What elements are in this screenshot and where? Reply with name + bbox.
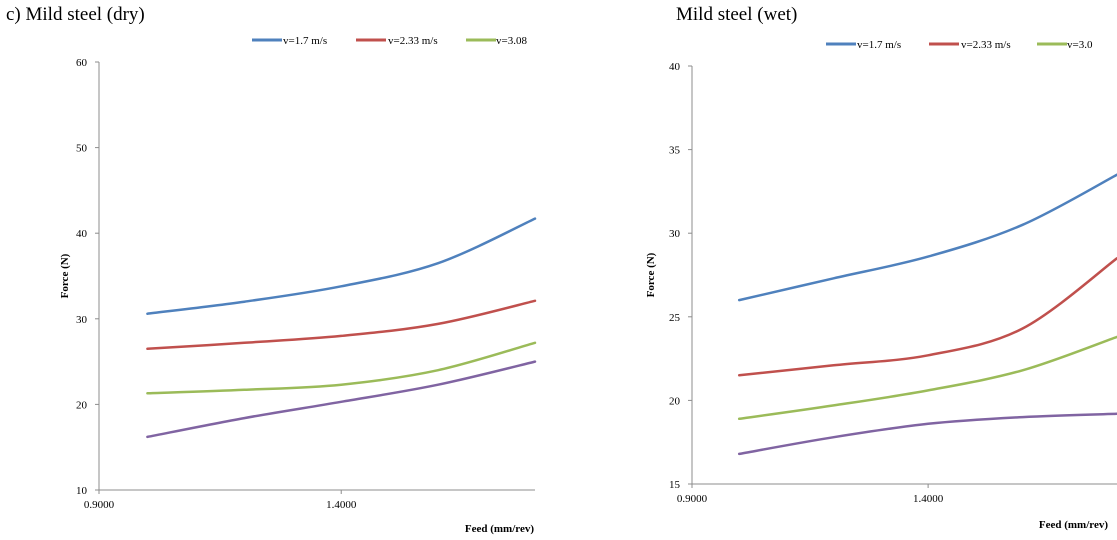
series-line-1 — [737, 173, 1117, 302]
legend-label: v=3.08 — [496, 35, 527, 47]
legend-label: v=1.7 m/s — [857, 39, 901, 51]
x-tick-label: 1.4000 — [913, 493, 944, 505]
x-tick-label: 0.9000 — [677, 493, 708, 505]
y-axis-title: Force (N) — [645, 252, 657, 297]
legend-label: v=1.7 m/s — [283, 35, 327, 47]
y-tick-label: 40 — [669, 61, 681, 73]
y-tick-label: 20 — [669, 395, 681, 407]
series-line-2 — [737, 257, 1117, 377]
series-line-4 — [737, 412, 1117, 456]
y-axis-title: Force (N) — [59, 253, 71, 298]
legend-label: v=2.33 m/s — [961, 39, 1011, 51]
series-line-3 — [146, 341, 537, 395]
series-line-2 — [146, 299, 537, 351]
series-line-4 — [146, 360, 537, 439]
y-tick-label: 35 — [669, 145, 681, 157]
series-line-1 — [146, 217, 537, 315]
y-tick-label: 30 — [76, 314, 88, 326]
y-tick-label: 50 — [76, 143, 88, 155]
x-tick-label: 0.9000 — [84, 499, 115, 511]
x-axis-title: Feed (mm/rev) — [465, 523, 534, 535]
y-tick-label: 10 — [76, 485, 88, 497]
x-tick-label: 1.4000 — [326, 499, 357, 511]
y-tick-label: 20 — [76, 399, 88, 411]
legend-label: v=3.0 — [1067, 39, 1093, 51]
x-axis-title: Feed (mm/rev) — [1039, 519, 1108, 531]
legend-label: v=2.33 m/s — [388, 35, 438, 47]
panel-label-dry: c) Mild steel (dry) — [6, 4, 145, 25]
series-line-3 — [737, 335, 1117, 421]
y-tick-label: 25 — [669, 312, 681, 324]
y-tick-label: 15 — [669, 479, 681, 491]
panel-label-wet: Mild steel (wet) — [676, 4, 798, 25]
y-tick-label: 60 — [76, 57, 88, 69]
y-tick-label: 40 — [76, 228, 88, 240]
y-tick-label: 30 — [669, 228, 681, 240]
